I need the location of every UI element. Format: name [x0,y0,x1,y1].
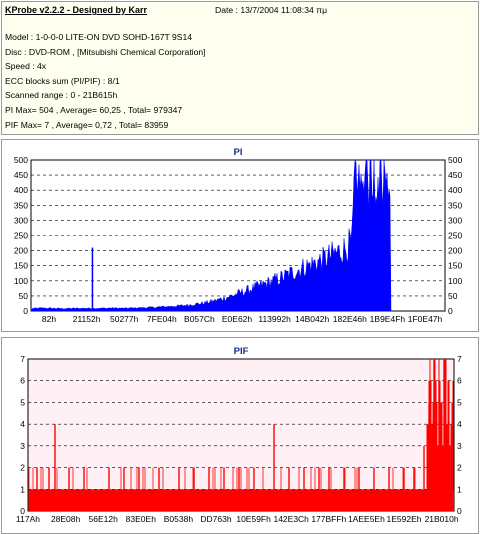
y-tick-label-right: 300 [448,215,462,225]
app-title: KProbe v2.2.2 - Designed by Karr [5,5,148,15]
info-pif-stats: PIF Max= 7 , Average= 0,72 , Total= 8395… [5,120,169,130]
y-tick-label-right: 350 [448,200,462,210]
y-tick-label-left: 450 [14,170,28,180]
y-tick-label-left: 200 [14,246,28,256]
y-tick-label-left: 350 [14,200,28,210]
info-model: Model : 1-0-0-0 LITE-ON DVD SOHD-167T 9S… [5,32,193,42]
x-tick-label: 83E0Eh [126,514,157,524]
x-tick-label: 1E592Eh [387,514,422,524]
y-tick-label-left: 50 [19,291,29,301]
y-tick-label-left: 0 [20,506,25,516]
y-tick-label-left: 4 [20,419,25,429]
x-tick-label: DD763h [200,514,231,524]
scan-date: Date : 13/7/2004 11:08:34 πμ [215,5,328,15]
x-tick-label: 177BFFh [311,514,346,524]
y-tick-label-right: 150 [448,261,462,271]
x-tick-label: 142E3Ch [273,514,309,524]
y-tick-label-right: 200 [448,246,462,256]
y-tick-label-right: 0 [457,506,462,516]
y-tick-label-left: 3 [20,441,25,451]
x-tick-label: 182E46h [333,314,367,324]
x-tick-label: 50277h [110,314,139,324]
x-tick-label: 7FE04h [147,314,177,324]
pi-chart-panel: PI 0 0 50 50 100 100 150 150 200 200 250 250 300 300 35… [1,139,479,332]
y-tick-label-left: 1 [20,484,25,494]
x-tick-label: 10E59Fh [236,514,271,524]
scan-info-panel: KProbe v2.2.2 - Designed by Karr Date : … [1,1,479,135]
y-tick-label-right: 2 [457,463,462,473]
x-tick-label: 113992h [258,314,291,324]
info-disc: Disc : DVD-ROM , [Mitsubishi Chemical Co… [5,47,206,57]
y-tick-label-right: 7 [457,354,462,364]
x-tick-label: 1B9E4Fh [370,314,406,324]
pi-chart: PI 0 0 50 50 100 100 150 150 200 200 250 250 300 300 35… [14,147,463,324]
y-tick-label-left: 2 [20,463,25,473]
y-tick-label-right: 4 [457,419,462,429]
x-tick-label: 21B010h [425,514,459,524]
pif-chart-panel: PIF 0 0 1 1 2 2 3 3 4 4 5 5 6 6 7 7 117Ah 28E08h 56E12h 83E0… [1,337,479,534]
info-speed: Speed : 4x [5,61,47,71]
y-tick-label-right: 3 [457,441,462,451]
y-tick-label-left: 250 [14,231,28,241]
y-tick-label-left: 400 [14,185,28,195]
chart-title: PIF [234,346,249,357]
y-tick-label-right: 400 [448,185,462,195]
y-tick-label-right: 1 [457,484,462,494]
x-tick-label: 1AEE5Eh [348,514,385,524]
y-tick-label-right: 6 [457,376,462,386]
y-tick-label-right: 450 [448,170,462,180]
pif-chart: PIF 0 0 1 1 2 2 3 3 4 4 5 5 6 6 7 7 117Ah 28E08h 56E12h 83E0… [16,346,462,524]
x-tick-label: B057Ch [184,314,215,324]
x-tick-label: 56E12h [89,514,119,524]
info-ecc: ECC blocks sum (PI/PIF) : 8/1 [5,76,120,86]
y-tick-label-left: 150 [14,261,28,271]
y-tick-label-right: 250 [448,231,462,241]
y-tick-label-right: 100 [448,276,462,286]
x-tick-label: 82h [42,314,56,324]
y-tick-label-left: 0 [23,306,28,316]
x-tick-label: 28E08h [51,514,81,524]
x-tick-label: 1F0E47h [408,314,443,324]
y-tick-label-right: 5 [457,397,462,407]
info-pi-stats: PI Max= 504 , Average= 60,25 , Total= 97… [5,105,183,115]
y-tick-label-left: 300 [14,215,28,225]
pi-series-area [31,159,392,312]
x-tick-label: E0E62h [222,314,253,324]
y-tick-label-right: 50 [448,291,458,301]
pif-baseline-area [29,489,454,511]
y-tick-label-left: 100 [14,276,28,286]
x-tick-label: 117Ah [16,514,40,524]
chart-title: PI [234,147,243,158]
y-tick-label-right: 0 [448,306,453,316]
y-tick-label-left: 7 [20,354,25,364]
y-tick-label-right: 500 [448,155,462,165]
y-tick-label-left: 500 [14,155,28,165]
x-tick-label: B0538h [164,514,194,524]
info-range: Scanned range : 0 - 21B615h [5,90,118,100]
y-tick-label-left: 5 [20,397,25,407]
y-tick-label-left: 6 [20,376,25,386]
x-tick-label: 21152h [73,314,101,324]
x-tick-label: 14B042h [295,314,329,324]
